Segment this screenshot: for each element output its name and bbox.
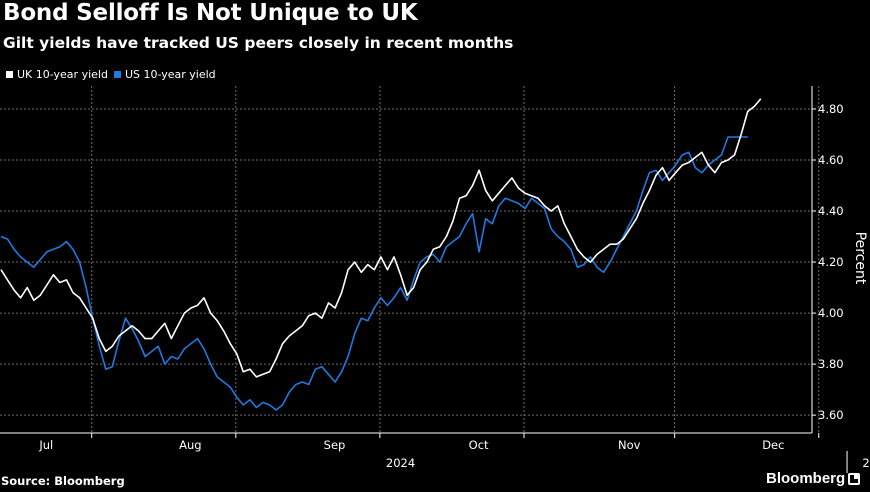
y-tick-label: 3.80 [818, 357, 844, 371]
x-tick-label: Oct [469, 438, 489, 452]
x-tick-label: Sep [324, 438, 346, 452]
y-tick-label: 4.40 [818, 204, 844, 218]
x-tick-label: Nov [618, 438, 641, 452]
series-layer [0, 98, 762, 411]
year-label-2024: 2024 [386, 456, 415, 470]
chart-title: Bond Selloff Is Not Unique to UK [3, 0, 418, 26]
brand-logo: Bloomberg [766, 470, 861, 487]
axis-layer [0, 86, 848, 473]
year-label-2025: 2025 [862, 456, 870, 470]
legend-swatch-uk [6, 70, 13, 78]
y-tick-label: 4.00 [818, 306, 844, 320]
y-gridlines [0, 108, 812, 416]
bloomberg-logo-icon [848, 472, 861, 485]
legend-label-us: US 10-year yield [124, 67, 216, 81]
y-tick-labels: 3.60 3.80 4.00 4.20 4.40 4.60 4.80 [818, 102, 844, 422]
y-tick-label: 4.20 [818, 255, 844, 269]
x-tick-label: Dec [762, 438, 784, 452]
legend-swatch-us [113, 70, 121, 78]
y-tick-label: 4.60 [818, 153, 844, 167]
legend: UK 10-year yield US 10-year yield [6, 66, 222, 82]
y-tick-label: 4.80 [818, 102, 844, 116]
legend-item-us: US 10-year yield [113, 67, 216, 81]
source-note: Source: Bloomberg [1, 474, 125, 488]
legend-item-uk: UK 10-year yield [6, 68, 108, 81]
y-axis-title: Percent [852, 232, 868, 285]
x-tick-label: Jul [38, 438, 53, 452]
brand-name: Bloomberg [766, 470, 846, 487]
legend-label-uk: UK 10-year yield [17, 67, 108, 81]
series-line-us [0, 136, 748, 411]
x-gridlines [91, 86, 820, 433]
x-tick-labels: Jul Aug Sep Oct Nov Dec 2024 2025 [38, 438, 870, 470]
chart-subtitle: Gilt yields have tracked US peers closel… [3, 34, 514, 52]
y-tick-label: 3.60 [818, 408, 844, 422]
series-line-uk [0, 98, 762, 378]
x-tick-label: Aug [179, 438, 201, 452]
